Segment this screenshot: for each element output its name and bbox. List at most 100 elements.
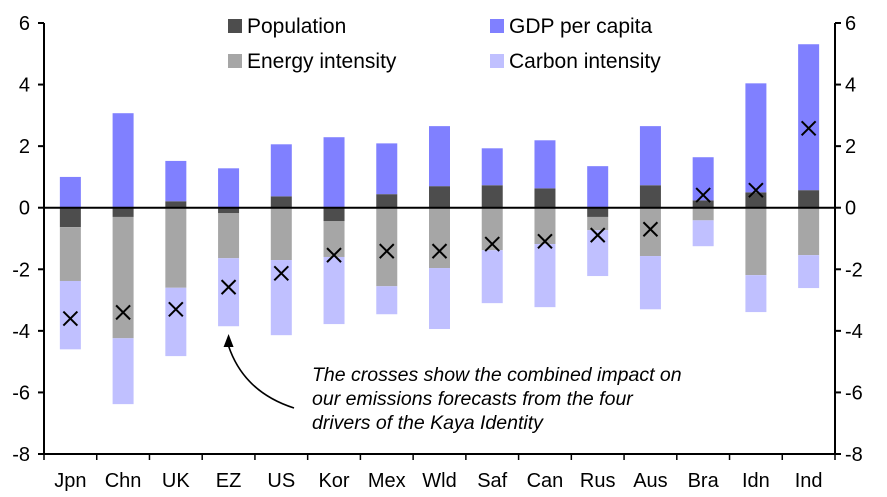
cross-stroke bbox=[695, 187, 711, 203]
cross-stroke bbox=[326, 247, 342, 263]
bar-carbon-intensity-ind bbox=[798, 255, 820, 289]
cross-stroke bbox=[748, 182, 764, 198]
cross-marker-uk bbox=[168, 301, 184, 318]
annotation: The crosses show the combined impact ono… bbox=[223, 334, 682, 434]
left-y-tick-label: -8 bbox=[12, 444, 30, 466]
bar-gdp-per-capita-saf bbox=[481, 148, 503, 186]
cross-marker-ez bbox=[220, 279, 237, 295]
cross-stroke bbox=[537, 233, 553, 249]
left-y-tick-label: 6 bbox=[19, 13, 30, 35]
bar-population-us bbox=[270, 196, 292, 208]
cross-stroke bbox=[379, 243, 395, 259]
right-y-tick-label: -2 bbox=[845, 259, 863, 281]
x-tick-label-chn: Chn bbox=[105, 470, 142, 492]
bar-gdp-per-capita-rus bbox=[587, 166, 609, 208]
left-y-tick-label: -2 bbox=[12, 259, 30, 281]
bar-carbon-intensity-mex bbox=[376, 286, 398, 315]
cross-stroke bbox=[642, 221, 659, 237]
legend-swatch bbox=[490, 19, 504, 33]
bar-gdp-per-capita-chn bbox=[112, 113, 134, 208]
cross-marker-chn bbox=[115, 304, 131, 321]
legend-swatch bbox=[490, 54, 504, 68]
cross-stroke bbox=[115, 304, 131, 321]
left-y-tick-label: 4 bbox=[19, 75, 30, 97]
left-y-tick-label: 2 bbox=[19, 136, 30, 158]
cross-stroke bbox=[589, 227, 606, 243]
bar-population-ez bbox=[218, 207, 240, 214]
left-y-tick-label: -6 bbox=[12, 382, 30, 404]
bar-gdp-per-capita-jpn bbox=[59, 176, 81, 208]
x-tick-label-wld: Wld bbox=[422, 470, 456, 492]
bar-energy-intensity-uk bbox=[165, 207, 187, 288]
bar-population-rus bbox=[587, 207, 609, 217]
left-y-tick-label: -4 bbox=[12, 321, 30, 343]
cross-marker-ind bbox=[800, 120, 817, 136]
bar-gdp-per-capita-can bbox=[534, 140, 556, 189]
x-tick-label-idn: Idn bbox=[742, 470, 770, 492]
bar-carbon-intensity-aus bbox=[639, 256, 661, 310]
cross-marker-can bbox=[537, 233, 553, 249]
legend-label: Population bbox=[247, 15, 346, 38]
x-tick-label-uk: UK bbox=[162, 470, 190, 492]
crosses-layer bbox=[62, 120, 817, 327]
legend-item-carbon-intensity: Carbon intensity bbox=[490, 50, 661, 73]
legend-item-gdp-per-capita: GDP per capita bbox=[490, 15, 653, 38]
bar-population-wld bbox=[429, 186, 450, 208]
bar-gdp-per-capita-us bbox=[270, 144, 292, 197]
cross-stroke bbox=[431, 243, 448, 259]
bar-gdp-per-capita-ez bbox=[218, 168, 240, 208]
x-tick-label-mex: Mex bbox=[368, 470, 406, 492]
bar-population-aus bbox=[639, 185, 661, 208]
cross-marker-us bbox=[273, 265, 290, 281]
bar-carbon-intensity-kor bbox=[323, 256, 345, 325]
bar-carbon-intensity-rus bbox=[587, 230, 609, 277]
bar-energy-intensity-rus bbox=[587, 216, 609, 231]
bar-population-uk bbox=[165, 201, 187, 208]
bar-population-bra bbox=[692, 200, 714, 208]
cross-marker-jpn bbox=[62, 310, 79, 327]
bar-energy-intensity-wld bbox=[429, 207, 450, 269]
right-y-tick-label: -6 bbox=[845, 382, 863, 404]
x-tick-label-kor: Kor bbox=[318, 470, 349, 492]
bar-gdp-per-capita-idn bbox=[745, 83, 767, 193]
cross-marker-saf bbox=[484, 236, 500, 252]
right-y-tick-label: 6 bbox=[845, 13, 856, 35]
bar-population-chn bbox=[112, 207, 134, 217]
right-y-tick-label: 0 bbox=[845, 198, 856, 220]
cross-stroke bbox=[220, 279, 237, 295]
cross-stroke bbox=[168, 301, 184, 318]
bar-gdp-per-capita-ind bbox=[798, 44, 820, 191]
cross-marker-aus bbox=[642, 221, 659, 237]
bar-carbon-intensity-can bbox=[534, 244, 556, 308]
bar-energy-intensity-ez bbox=[218, 213, 240, 259]
bar-energy-intensity-mex bbox=[376, 207, 398, 287]
bar-carbon-intensity-uk bbox=[165, 287, 187, 357]
legend-swatch bbox=[228, 54, 242, 68]
bar-carbon-intensity-jpn bbox=[59, 280, 81, 350]
legend-label: Carbon intensity bbox=[509, 50, 661, 73]
legend-label: Energy intensity bbox=[247, 50, 397, 73]
x-tick-label-rus: Rus bbox=[580, 470, 616, 492]
annotation-arrow-line bbox=[227, 345, 295, 409]
cross-stroke bbox=[62, 310, 79, 327]
bar-energy-intensity-jpn bbox=[59, 227, 81, 281]
bar-population-mex bbox=[376, 194, 398, 208]
bar-energy-intensity-bra bbox=[692, 207, 714, 221]
x-tick-label-aus: Aus bbox=[633, 470, 667, 492]
bar-population-can bbox=[534, 188, 556, 208]
bar-carbon-intensity-saf bbox=[481, 250, 503, 304]
bar-energy-intensity-aus bbox=[639, 207, 661, 257]
bar-energy-intensity-ind bbox=[798, 207, 820, 256]
x-tick-label-ez: EZ bbox=[216, 470, 242, 492]
annotation-text-line: drivers of the Kaya Identity bbox=[312, 412, 544, 434]
cross-stroke bbox=[273, 265, 290, 281]
cross-stroke bbox=[800, 120, 817, 136]
cross-marker-bra bbox=[695, 187, 711, 203]
right-y-tick-label: 4 bbox=[845, 75, 856, 97]
x-tick-label-can: Can bbox=[527, 470, 564, 492]
bar-gdp-per-capita-uk bbox=[165, 160, 187, 202]
bar-energy-intensity-us bbox=[270, 207, 292, 261]
bar-energy-intensity-chn bbox=[112, 216, 134, 339]
cross-marker-wld bbox=[431, 243, 448, 259]
